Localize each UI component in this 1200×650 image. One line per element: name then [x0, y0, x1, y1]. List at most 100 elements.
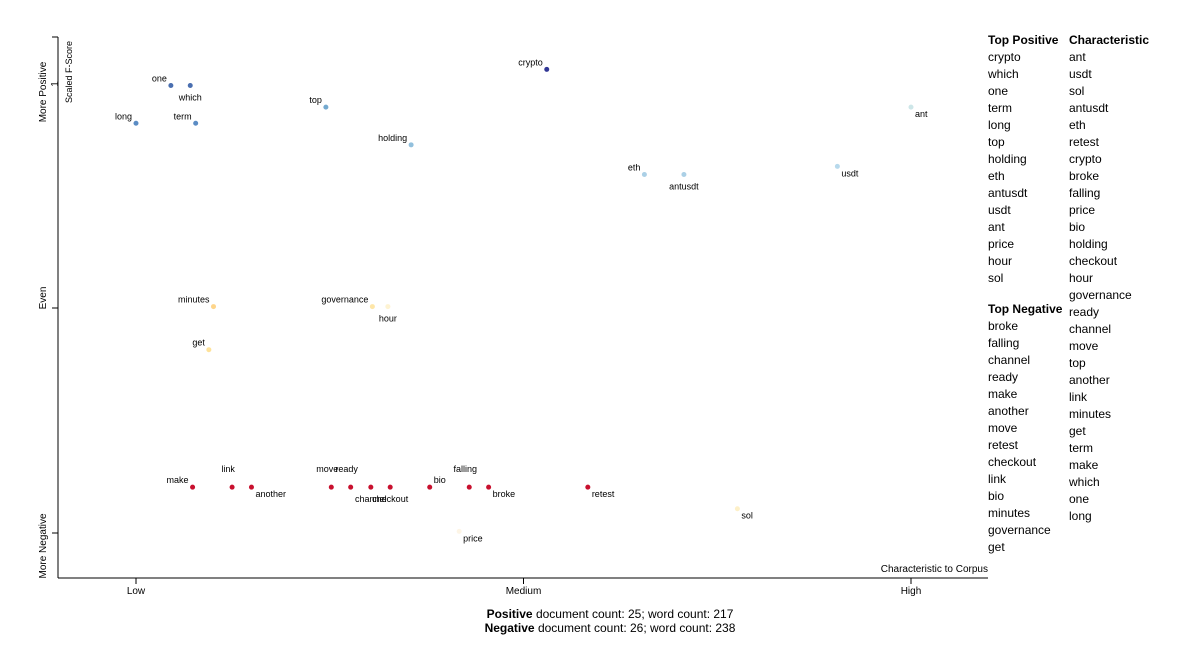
top-positive-item[interactable]: sol [988, 271, 1004, 285]
characteristic-item[interactable]: one [1069, 492, 1090, 506]
point-label-falling: falling [453, 464, 477, 474]
top-positive-item[interactable]: crypto [988, 50, 1021, 64]
point-minutes [211, 304, 216, 310]
point-ready [348, 484, 354, 490]
point-label-which: which [178, 93, 202, 103]
top-positive-item[interactable]: eth [988, 169, 1005, 183]
top-negative-item[interactable]: governance [988, 523, 1051, 537]
x-tick-label-0: Low [127, 586, 146, 597]
point-label-one: one [152, 74, 167, 84]
characteristic-item[interactable]: antusdt [1069, 101, 1109, 115]
point-label-price: price [463, 533, 483, 543]
characteristic-item[interactable]: holding [1069, 237, 1108, 251]
top-negative-list: Top Negative broke falling channel ready mak… [988, 301, 1062, 556]
point-another [248, 484, 254, 490]
point-label-make: make [167, 475, 189, 485]
top-positive-item[interactable]: one [988, 84, 1009, 98]
point-label-hour: hour [379, 314, 397, 324]
positive-label: Positive [486, 607, 533, 621]
characteristic-item[interactable]: top [1069, 356, 1086, 370]
point-label-eth: eth [628, 162, 641, 172]
top-negative-item[interactable]: link [988, 472, 1007, 486]
characteristic-item[interactable]: falling [1069, 186, 1101, 200]
point-top [323, 104, 329, 110]
top-negative-item[interactable]: get [988, 540, 1005, 554]
top-negative-item[interactable]: ready [988, 370, 1019, 384]
top-positive-item[interactable]: price [988, 237, 1015, 251]
point-label-another: another [255, 489, 286, 499]
characteristic-item[interactable]: long [1069, 509, 1092, 523]
point-retest [585, 484, 591, 490]
negative-label: Negative [484, 621, 535, 635]
characteristic-item[interactable]: usdt [1069, 67, 1092, 81]
point-move [328, 484, 334, 490]
characteristic-item[interactable]: crypto [1069, 152, 1102, 166]
top-negative-item[interactable]: move [988, 421, 1018, 435]
y-axis-label: Scaled F-Score [64, 41, 74, 103]
characteristic-item[interactable]: retest [1069, 135, 1100, 149]
top-negative-item[interactable]: falling [988, 336, 1020, 350]
characteristic-item[interactable]: link [1069, 390, 1088, 404]
point-antusdt [681, 171, 687, 177]
top-negative-item[interactable]: checkout [988, 455, 1037, 469]
top-positive-title: Top Positive [988, 33, 1059, 47]
characteristic-item[interactable]: bio [1069, 220, 1086, 234]
characteristic-item[interactable]: ready [1069, 305, 1100, 319]
point-label-governance: governance [321, 295, 368, 305]
point-falling [466, 484, 472, 490]
characteristic-item[interactable]: minutes [1069, 407, 1112, 421]
document-counts: Positive document count: 25; word count:… [0, 607, 1200, 635]
point-label-holding: holding [378, 133, 407, 143]
top-positive-item[interactable]: hour [988, 254, 1013, 268]
top-negative-item[interactable]: another [988, 404, 1029, 418]
top-positive-item[interactable]: term [988, 101, 1012, 115]
top-positive-item[interactable]: holding [988, 152, 1027, 166]
top-positive-item[interactable]: usdt [988, 203, 1011, 217]
x-axis-label: Characteristic to Corpus [881, 564, 988, 575]
characteristic-item[interactable]: get [1069, 424, 1086, 438]
top-positive-item[interactable]: top [988, 135, 1005, 149]
characteristic-item[interactable]: which [1069, 475, 1100, 489]
point-label-term: term [174, 111, 192, 121]
top-positive-item[interactable]: long [988, 118, 1011, 132]
point-label-move: move [316, 464, 338, 474]
characteristic-item[interactable]: checkout [1069, 254, 1118, 268]
characteristic-item[interactable]: hour [1069, 271, 1094, 285]
point-label-ready: ready [335, 464, 358, 474]
characteristic-item[interactable]: channel [1069, 322, 1112, 336]
characteristic-item[interactable]: term [1069, 441, 1093, 455]
point-sol [734, 506, 740, 512]
point-label-long: long [115, 111, 132, 121]
point-one [168, 83, 174, 89]
point-checkout [387, 484, 393, 490]
top-negative-item[interactable]: minutes [988, 506, 1031, 520]
characteristic-item[interactable]: price [1069, 203, 1096, 217]
top-positive-item[interactable]: ant [988, 220, 1005, 234]
point-hour [385, 304, 391, 310]
top-negative-item[interactable]: broke [988, 319, 1019, 333]
point-long [133, 120, 139, 126]
point-label-top: top [309, 95, 322, 105]
top-negative-item[interactable]: channel [988, 353, 1031, 367]
top-negative-item[interactable]: retest [988, 438, 1019, 452]
positive-count-line: Positive document count: 25; word count:… [0, 607, 1200, 621]
x-tick-label-1: Medium [506, 586, 542, 597]
point-label-sol: sol [741, 511, 753, 521]
point-label-ant: ant [915, 109, 928, 119]
characteristic-item[interactable]: broke [1069, 169, 1100, 183]
top-positive-item[interactable]: antusdt [988, 186, 1028, 200]
top-negative-item[interactable]: bio [988, 489, 1005, 503]
characteristic-item[interactable]: sol [1069, 84, 1085, 98]
characteristic-item[interactable]: ant [1069, 50, 1086, 64]
point-label-retest: retest [592, 489, 615, 499]
top-negative-item[interactable]: make [988, 387, 1018, 401]
top-positive-item[interactable]: which [988, 67, 1019, 81]
characteristic-item[interactable]: eth [1069, 118, 1086, 132]
characteristic-item[interactable]: governance [1069, 288, 1132, 302]
axes: Low Medium High Characteristic to Corpus Mor… [38, 36, 988, 597]
characteristic-item[interactable]: move [1069, 339, 1099, 353]
positive-count-text: document count: 25; word count: 217 [532, 607, 734, 621]
characteristic-item[interactable]: make [1069, 458, 1099, 472]
point-label-channel: channel [355, 494, 387, 504]
characteristic-item[interactable]: another [1069, 373, 1110, 387]
